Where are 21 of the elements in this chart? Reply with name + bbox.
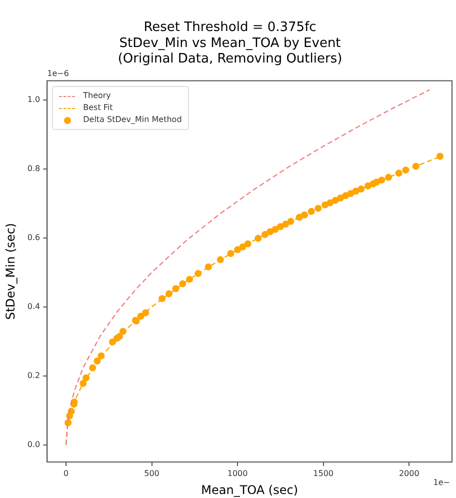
y-tick-label: 0.2 (27, 370, 40, 380)
x-tick-label: 0 (63, 468, 69, 478)
legend-label: Delta StDev_Min Method (83, 115, 182, 124)
chart-title: Reset Threshold = 0.375fc StDev_Min vs Mean_TOA by Event (Original Data, Removing Outliers) (118, 20, 342, 66)
y-tick-label: 0.4 (27, 302, 40, 311)
point (436, 152, 444, 160)
y-tick-label: 0.8 (27, 164, 40, 174)
x-tick-label: 1500 (313, 468, 334, 478)
x-tick-label: 1000 (227, 468, 248, 478)
text: 1e−6 (47, 68, 69, 78)
legend-label: Theory (83, 91, 111, 100)
y-tick-label: 0.6 (27, 233, 40, 242)
y-tick-label: 1.0 (27, 95, 40, 104)
x-axis-title: Mean_TOA (sec) (201, 482, 298, 497)
legend-label: Best Fit (83, 103, 113, 112)
y-axis-title: StDev_Min (sec) (3, 223, 18, 320)
line-series (65, 89, 430, 446)
x-tick-label: 2000 (398, 468, 420, 478)
text: 1e− (433, 478, 450, 488)
y-tick-label: 0.0 (27, 440, 40, 449)
x-tick-label: 500 (144, 468, 160, 478)
